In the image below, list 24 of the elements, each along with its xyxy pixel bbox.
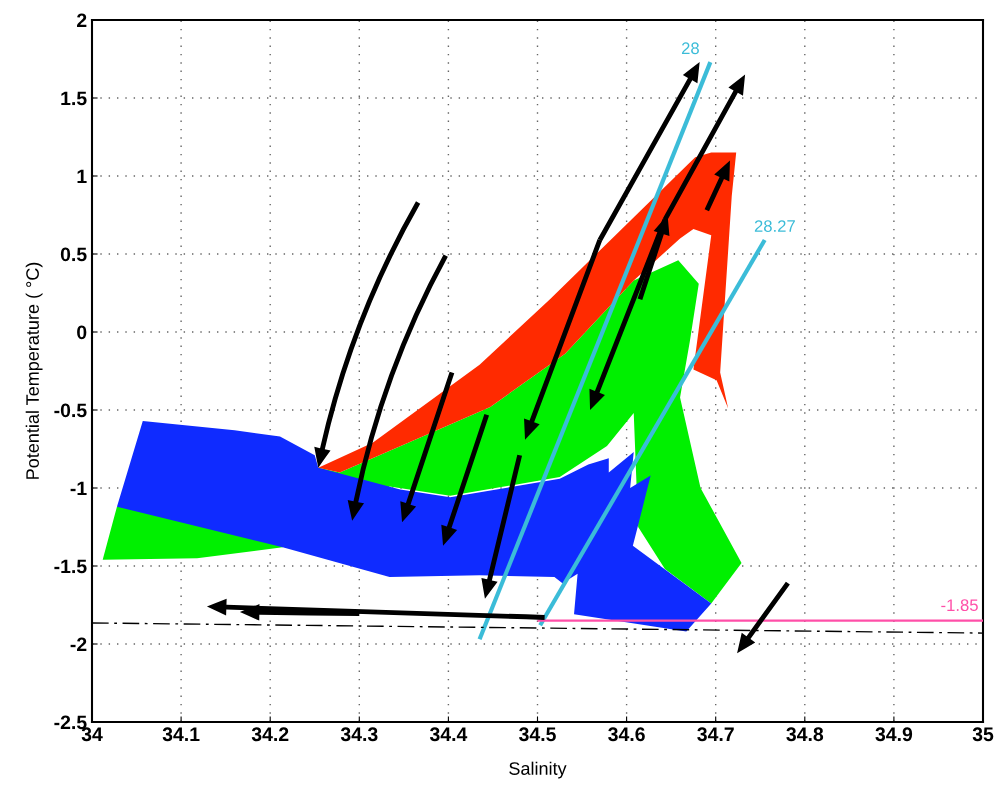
series-label: 28.27 [754, 220, 795, 232]
x-tick-label: 34.1 [162, 727, 200, 742]
x-tick-label: 34.5 [519, 727, 556, 742]
y-axis-title: Potential Temperature ( °C) [25, 262, 43, 479]
x-tick-label: 34.3 [340, 727, 378, 742]
x-tick-label: 34.2 [251, 727, 289, 742]
x-tick-label: 34.8 [786, 727, 824, 742]
series-label: -1.85 [941, 599, 978, 612]
y-tick-label: 1 [77, 169, 87, 184]
y-tick-label: 0.5 [60, 247, 87, 262]
x-axis-title: Salinity [509, 761, 567, 779]
y-tick-label: -0.5 [54, 403, 87, 418]
y-tick-label: 0 [77, 325, 87, 340]
y-tick-label: -2 [70, 637, 87, 652]
x-tick-label: 34.4 [429, 727, 468, 742]
series-label: 28 [681, 42, 699, 55]
y-tick-label: -1.5 [54, 559, 87, 574]
y-tick-label: 2 [77, 13, 87, 28]
y-tick-label: -1 [70, 481, 87, 496]
x-tick-label: 34.9 [875, 727, 913, 742]
x-tick-label: 34.7 [697, 727, 734, 742]
y-tick-label: 1.5 [61, 91, 87, 106]
x-tick-label: 35 [972, 727, 994, 742]
x-tick-label: 34.6 [608, 727, 645, 742]
